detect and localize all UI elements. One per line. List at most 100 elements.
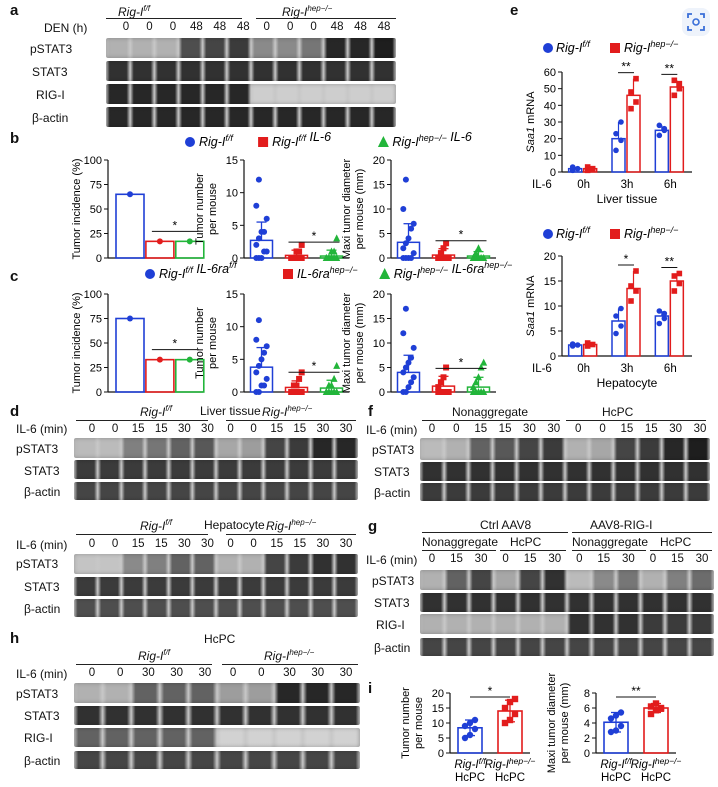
i1-pt-0-4 <box>466 719 474 727</box>
c2-pt-0-11 <box>255 317 262 324</box>
e2-sig-1-star: * <box>624 252 629 266</box>
underline-d4 <box>226 534 356 535</box>
e1-il6-label: IL-6 <box>532 179 552 191</box>
c-legend-marker-1 <box>283 269 293 279</box>
c3-pt-0-2 <box>405 384 412 391</box>
c2-pt-2-5 <box>322 388 330 395</box>
c3-pt-0-7 <box>405 359 412 366</box>
g-lane-2: 30 <box>474 553 488 565</box>
blot-actin-a <box>106 107 396 127</box>
c3-pt-0-9 <box>410 344 417 351</box>
geno-hep-a: Rig-Ihep−/− <box>282 4 333 19</box>
b-legend-marker-1 <box>258 137 269 147</box>
e1-pt-0-1-2 <box>584 164 591 170</box>
underline-d2 <box>226 420 356 421</box>
e1-cat-0: 0h <box>577 179 590 191</box>
stat3-label-a: STAT3 <box>32 65 68 79</box>
e1-pt-0-1-0 <box>584 167 591 174</box>
b-legend-marker-2 <box>377 136 389 147</box>
e1-ytick-label-0: 0 <box>550 167 556 179</box>
il6-label-d2: IL-6 (min) <box>16 538 68 552</box>
c-legend-0: Rig-If/f IL-6raf/f <box>159 260 238 281</box>
panel-label-b: b <box>10 130 20 147</box>
i1-ytick-label-3: 15 <box>432 703 444 715</box>
b3-pt-0-10 <box>400 206 407 212</box>
e2-pt-0-1-0 <box>584 343 591 349</box>
e1-subtitle: Liver tissue <box>597 192 658 206</box>
pstat3-label-a: pSTAT3 <box>30 42 73 56</box>
stat3-label-g: STAT3 <box>374 596 410 610</box>
b3-pt-1-5 <box>435 255 442 261</box>
actin-label-f: β-actin <box>374 486 411 500</box>
c2-pt-2-7 <box>328 381 335 389</box>
b3-pt-0-5 <box>400 245 407 252</box>
e1-sig-1-star: ** <box>621 60 631 74</box>
b2-sig-star: * <box>312 229 317 243</box>
b2-pt-0-9 <box>263 215 270 222</box>
c2-pt-2-9 <box>333 361 341 369</box>
blot-pstat3-d2 <box>74 554 358 574</box>
underline-f2 <box>566 420 706 421</box>
d1-lane-4: 30 <box>177 423 191 435</box>
c2-pt-0-9 <box>263 343 270 350</box>
i1-ytick-label-2: 10 <box>432 718 444 730</box>
f-lane-4: 30 <box>523 423 536 435</box>
e1-pt-2-1-3 <box>676 80 683 87</box>
b3-pt-0-11 <box>402 176 409 183</box>
d2-lane-6: 0 <box>227 538 234 550</box>
blot-pstat3-h <box>74 683 360 703</box>
h-lane-8: 30 <box>311 667 325 679</box>
blot-stat3-d2 <box>74 577 358 596</box>
blot-actin-h <box>74 751 360 769</box>
b-legend-0: Rig-If/f <box>199 133 234 149</box>
i1-xsub-0: HcPC <box>455 772 485 784</box>
i2-bar-1 <box>643 707 669 754</box>
blot-pstat3-f <box>420 438 710 460</box>
i1-pt-1-2 <box>511 710 519 718</box>
e1-pt-1-1-2 <box>628 89 634 95</box>
b1-bar-dot-1 <box>156 238 163 245</box>
h-lane-1: 0 <box>117 667 124 679</box>
b3-pt-0-3 <box>408 255 415 261</box>
actin-label-h: β-actin <box>24 754 61 768</box>
c3-pt-1-4 <box>445 389 452 395</box>
i2-pt-0-3 <box>607 715 615 722</box>
e1-ytick-label-5: 50 <box>544 84 556 96</box>
d1-lane-7: 0 <box>250 423 257 435</box>
aav8-rigi: AAV8-RIG-I <box>590 518 653 532</box>
d2-lane-1: 0 <box>111 538 119 550</box>
b1-bar-0 <box>115 193 145 259</box>
g-lane-0: 0 <box>428 553 436 565</box>
b3-ytick-label-4: 20 <box>373 155 385 167</box>
pstat3-label-f: pSTAT3 <box>372 443 415 457</box>
d2-lane-9: 15 <box>293 538 307 550</box>
d2-lane-11: 30 <box>339 538 353 550</box>
e2-pt-0-0-2 <box>569 341 576 347</box>
c2-ytick-label-1: 5 <box>232 354 238 366</box>
b1-bar-dot-0 <box>127 191 133 198</box>
c1-ytick-label-2: 50 <box>90 338 102 350</box>
i1-pt-0-2 <box>471 725 479 733</box>
e1-ytick-label-3: 30 <box>544 117 556 129</box>
b1-ytick-label-0: 0 <box>96 253 102 265</box>
a-lane-9: 48 <box>330 21 344 33</box>
e1-pt-1-0-2 <box>613 130 619 137</box>
i1-pt-0-1 <box>466 731 474 739</box>
c2-ylabel-1: per mouse <box>207 317 219 369</box>
actin-label-a: β-actin <box>32 111 69 125</box>
b2-pt-1-8 <box>296 248 303 255</box>
il6-label-h: IL-6 (min) <box>16 667 68 681</box>
e2-pt-1-0-3 <box>618 305 624 312</box>
d2-lane-5: 30 <box>201 538 214 550</box>
c3-ytick-label-4: 20 <box>373 289 385 301</box>
i1-ytick-label-0: 0 <box>438 748 444 760</box>
e1-legend-marker-1 <box>610 43 620 53</box>
blot-actin-d2 <box>74 599 358 617</box>
c3-pt-0-1 <box>402 389 409 395</box>
b3-pt-2-6 <box>472 249 480 257</box>
nonaggregate-f: Nonaggregate <box>452 405 529 419</box>
scan-icon[interactable] <box>682 8 710 36</box>
e2-pt-2-1-1 <box>676 280 683 287</box>
f-lane-7: 0 <box>599 423 606 435</box>
c2-sig-star: * <box>312 359 317 373</box>
